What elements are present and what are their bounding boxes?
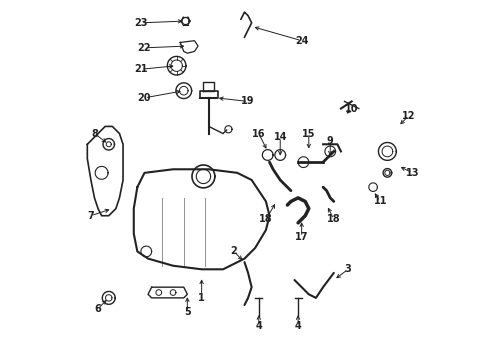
Text: 22: 22: [138, 43, 151, 53]
Text: 24: 24: [294, 36, 308, 46]
Text: 7: 7: [87, 211, 94, 221]
Text: 13: 13: [405, 168, 418, 178]
Text: 10: 10: [344, 104, 358, 113]
Text: 23: 23: [134, 18, 147, 28]
Text: 5: 5: [183, 307, 190, 317]
Text: 21: 21: [134, 64, 147, 74]
Text: 18: 18: [259, 214, 272, 224]
Text: 9: 9: [326, 136, 333, 146]
Text: 3: 3: [344, 264, 351, 274]
Text: 1: 1: [198, 293, 204, 303]
Text: 12: 12: [401, 111, 415, 121]
Text: 19: 19: [241, 96, 254, 107]
Text: 11: 11: [373, 197, 386, 206]
Text: 15: 15: [302, 129, 315, 139]
Text: 4: 4: [294, 321, 301, 332]
Text: 2: 2: [230, 247, 237, 256]
Text: 8: 8: [91, 129, 98, 139]
Text: 14: 14: [273, 132, 286, 142]
Text: 18: 18: [326, 214, 340, 224]
Text: 16: 16: [251, 129, 265, 139]
Text: 6: 6: [95, 303, 101, 314]
Text: 20: 20: [138, 93, 151, 103]
Text: 4: 4: [255, 321, 262, 332]
Text: 17: 17: [294, 232, 308, 242]
